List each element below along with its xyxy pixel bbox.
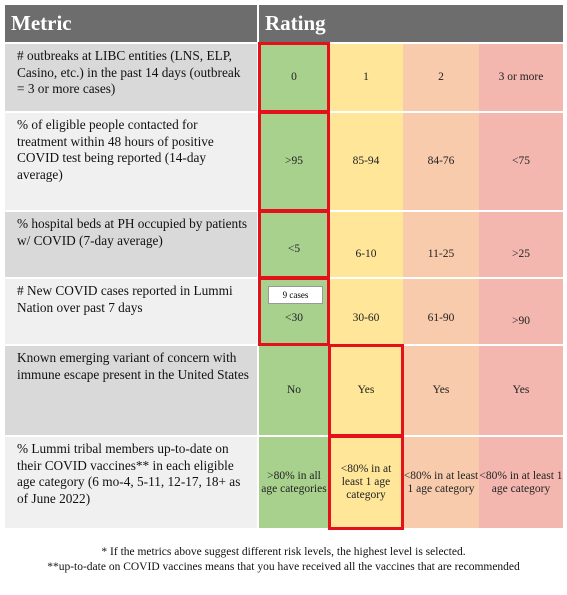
metric-column-header: Metric xyxy=(5,5,257,42)
rating-beds-2: 11-25 xyxy=(403,212,479,277)
rating-treatment-2: 84-76 xyxy=(403,113,479,210)
rating-vaccine-1: <80% in at least 1 age category xyxy=(329,437,403,528)
rating-variant-2: Yes xyxy=(403,346,479,435)
rating-column-header: Rating xyxy=(259,5,563,42)
metric-hospital-beds: % hospital beds at PH occupied by patien… xyxy=(5,212,257,277)
rating-beds-1: 6-10 xyxy=(329,212,403,277)
rating-cases-1: 30-60 xyxy=(329,279,403,344)
rating-beds-0: <5 xyxy=(259,212,329,277)
rating-variant-0: No xyxy=(259,346,329,435)
rating-variant-1: Yes xyxy=(329,346,403,435)
metric-vaccination: % Lummi tribal members up-to-date on the… xyxy=(5,437,257,528)
metric-treatment-contact: % of eligible people contacted for treat… xyxy=(5,113,257,210)
case-count-annotation: 9 cases xyxy=(268,286,323,304)
rating-variant-3: Yes xyxy=(479,346,563,435)
rating-treatment-3: <75 xyxy=(479,113,563,210)
footnote-up-to-date: **up-to-date on COVID vaccines means tha… xyxy=(47,561,520,573)
rating-outbreaks-1: 1 xyxy=(329,44,403,111)
rating-vaccine-0: >80% in all age categories xyxy=(259,437,329,528)
metric-variant: Known emerging variant of concern with i… xyxy=(5,346,257,435)
rating-cases-3: >90 xyxy=(479,279,563,344)
rating-vaccine-2: <80% in at least 1 age category xyxy=(403,437,479,528)
rating-treatment-1: 85-94 xyxy=(329,113,403,210)
metric-new-cases: # New COVID cases reported in Lummi Nati… xyxy=(5,279,257,344)
rating-vaccine-3: <80% in at least 1 age category xyxy=(479,437,563,528)
rating-outbreaks-0: 0 xyxy=(259,44,329,111)
rating-treatment-0: >95 xyxy=(259,113,329,210)
rating-cases-2: 61-90 xyxy=(403,279,479,344)
rating-outbreaks-3: 3 or more xyxy=(479,44,563,111)
metric-outbreaks: # outbreaks at LIBC entities (LNS, ELP, … xyxy=(5,44,257,111)
footnote-risk-level: * If the metrics above suggest different… xyxy=(101,546,466,558)
rating-outbreaks-2: 2 xyxy=(403,44,479,111)
rating-beds-3: >25 xyxy=(479,212,563,277)
